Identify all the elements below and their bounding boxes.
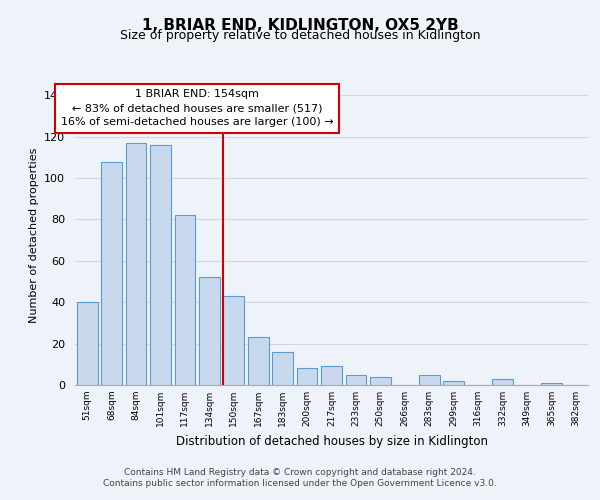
- Bar: [492, 379, 513, 385]
- Bar: [321, 366, 342, 385]
- Bar: [296, 368, 317, 385]
- Bar: [199, 278, 220, 385]
- Text: 1 BRIAR END: 154sqm
← 83% of detached houses are smaller (517)
16% of semi-detac: 1 BRIAR END: 154sqm ← 83% of detached ho…: [61, 89, 334, 127]
- Bar: [272, 352, 293, 385]
- X-axis label: Distribution of detached houses by size in Kidlington: Distribution of detached houses by size …: [176, 434, 487, 448]
- Bar: [443, 381, 464, 385]
- Bar: [370, 376, 391, 385]
- Text: Contains HM Land Registry data © Crown copyright and database right 2024.
Contai: Contains HM Land Registry data © Crown c…: [103, 468, 497, 487]
- Bar: [223, 296, 244, 385]
- Y-axis label: Number of detached properties: Number of detached properties: [29, 148, 38, 322]
- Bar: [101, 162, 122, 385]
- Bar: [346, 374, 367, 385]
- Bar: [175, 216, 196, 385]
- Bar: [125, 143, 146, 385]
- Bar: [248, 338, 269, 385]
- Bar: [541, 383, 562, 385]
- Text: 1, BRIAR END, KIDLINGTON, OX5 2YB: 1, BRIAR END, KIDLINGTON, OX5 2YB: [142, 18, 458, 32]
- Bar: [419, 374, 440, 385]
- Bar: [77, 302, 98, 385]
- Text: Size of property relative to detached houses in Kidlington: Size of property relative to detached ho…: [120, 29, 480, 42]
- Bar: [150, 145, 171, 385]
